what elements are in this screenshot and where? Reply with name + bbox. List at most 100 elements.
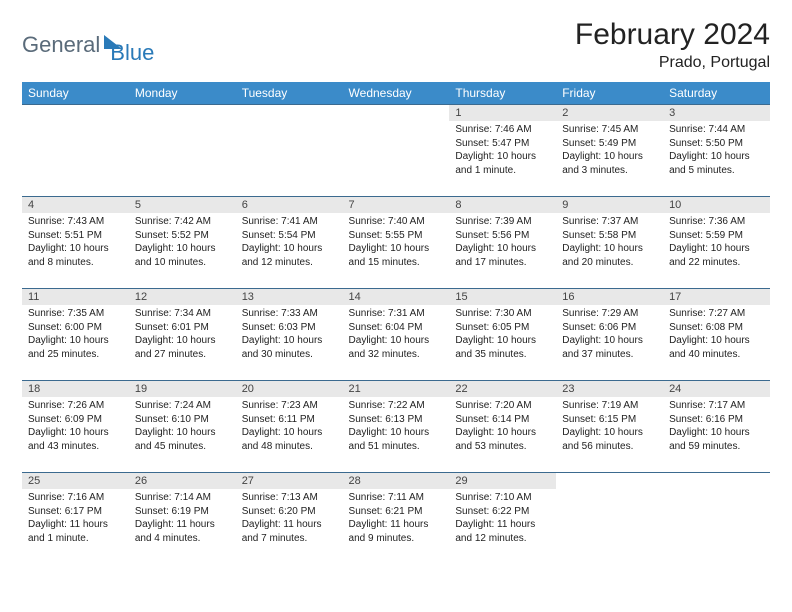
day-header: Sunday <box>22 82 129 105</box>
daylight-text: Daylight: 10 hours and 37 minutes. <box>562 334 657 361</box>
sunrise-text: Sunrise: 7:36 AM <box>669 215 764 229</box>
sunrise-text: Sunrise: 7:41 AM <box>242 215 337 229</box>
day-cell: 11Sunrise: 7:35 AMSunset: 6:00 PMDayligh… <box>22 289 129 381</box>
sunset-text: Sunset: 5:59 PM <box>669 229 764 243</box>
day-cell: 4Sunrise: 7:43 AMSunset: 5:51 PMDaylight… <box>22 197 129 289</box>
day-number: 24 <box>663 381 770 397</box>
sunset-text: Sunset: 6:04 PM <box>349 321 444 335</box>
empty-cell <box>343 105 450 197</box>
logo-text-general: General <box>22 32 100 58</box>
daylight-text: Daylight: 11 hours and 4 minutes. <box>135 518 230 545</box>
logo-text-blue: Blue <box>110 24 154 66</box>
title-block: February 2024 Prado, Portugal <box>575 18 770 72</box>
daylight-text: Daylight: 10 hours and 17 minutes. <box>455 242 550 269</box>
day-cell: 28Sunrise: 7:11 AMSunset: 6:21 PMDayligh… <box>343 473 450 565</box>
sunrise-text: Sunrise: 7:19 AM <box>562 399 657 413</box>
day-cell: 22Sunrise: 7:20 AMSunset: 6:14 PMDayligh… <box>449 381 556 473</box>
empty-cell <box>663 473 770 565</box>
day-cell: 15Sunrise: 7:30 AMSunset: 6:05 PMDayligh… <box>449 289 556 381</box>
sunrise-text: Sunrise: 7:17 AM <box>669 399 764 413</box>
day-info: Sunrise: 7:23 AMSunset: 6:11 PMDaylight:… <box>236 397 343 457</box>
calendar-row: 4Sunrise: 7:43 AMSunset: 5:51 PMDaylight… <box>22 197 770 289</box>
sunrise-text: Sunrise: 7:13 AM <box>242 491 337 505</box>
day-cell: 24Sunrise: 7:17 AMSunset: 6:16 PMDayligh… <box>663 381 770 473</box>
sunrise-text: Sunrise: 7:23 AM <box>242 399 337 413</box>
day-cell: 19Sunrise: 7:24 AMSunset: 6:10 PMDayligh… <box>129 381 236 473</box>
daylight-text: Daylight: 10 hours and 59 minutes. <box>669 426 764 453</box>
day-cell: 12Sunrise: 7:34 AMSunset: 6:01 PMDayligh… <box>129 289 236 381</box>
sunrise-text: Sunrise: 7:46 AM <box>455 123 550 137</box>
day-number: 7 <box>343 197 450 213</box>
day-number: 21 <box>343 381 450 397</box>
calendar-row: 1 Sunrise: 7:46 AMSunset: 5:47 PM Daylight… <box>22 105 770 197</box>
day-cell: 21Sunrise: 7:22 AMSunset: 6:13 PMDayligh… <box>343 381 450 473</box>
sunset-text: Sunset: 6:15 PM <box>562 413 657 427</box>
sunrise-text: Sunrise: 7:42 AM <box>135 215 230 229</box>
sunrise-text: Sunrise: 7:16 AM <box>28 491 123 505</box>
sunset-text: Sunset: 6:21 PM <box>349 505 444 519</box>
sunrise-text: Sunrise: 7:43 AM <box>28 215 123 229</box>
day-info: Sunrise: 7:30 AMSunset: 6:05 PMDaylight:… <box>449 305 556 365</box>
day-info: Sunrise: 7:39 AMSunset: 5:56 PMDaylight:… <box>449 213 556 273</box>
sunset-text: Sunset: 6:10 PM <box>135 413 230 427</box>
month-title: February 2024 <box>575 18 770 52</box>
day-number: 10 <box>663 197 770 213</box>
day-header-row: SundayMondayTuesdayWednesdayThursdayFrid… <box>22 82 770 105</box>
day-header: Thursday <box>449 82 556 105</box>
daylight-text: Daylight: 10 hours and 12 minutes. <box>242 242 337 269</box>
day-info: Sunrise: 7:19 AMSunset: 6:15 PMDaylight:… <box>556 397 663 457</box>
day-cell: 5Sunrise: 7:42 AMSunset: 5:52 PMDaylight… <box>129 197 236 289</box>
day-number: 18 <box>22 381 129 397</box>
sunset-text: Sunset: 6:14 PM <box>455 413 550 427</box>
day-cell: 17Sunrise: 7:27 AMSunset: 6:08 PMDayligh… <box>663 289 770 381</box>
day-number: 23 <box>556 381 663 397</box>
empty-cell <box>129 105 236 197</box>
day-info: Sunrise: 7:11 AMSunset: 6:21 PMDaylight:… <box>343 489 450 549</box>
sunrise-text: Sunrise: 7:37 AM <box>562 215 657 229</box>
day-cell: 9Sunrise: 7:37 AMSunset: 5:58 PMDaylight… <box>556 197 663 289</box>
day-info: Sunrise: 7:27 AMSunset: 6:08 PMDaylight:… <box>663 305 770 365</box>
daylight-text: Daylight: 10 hours and 30 minutes. <box>242 334 337 361</box>
day-info: Sunrise: 7:24 AMSunset: 6:10 PMDaylight:… <box>129 397 236 457</box>
day-cell: 6Sunrise: 7:41 AMSunset: 5:54 PMDaylight… <box>236 197 343 289</box>
day-number: 17 <box>663 289 770 305</box>
daylight-text: Daylight: 10 hours and 43 minutes. <box>28 426 123 453</box>
day-number: 13 <box>236 289 343 305</box>
daylight-text: Daylight: 11 hours and 1 minute. <box>28 518 123 545</box>
day-info: Sunrise: 7:41 AMSunset: 5:54 PMDaylight:… <box>236 213 343 273</box>
day-header: Tuesday <box>236 82 343 105</box>
day-info: Sunrise: 7:34 AMSunset: 6:01 PMDaylight:… <box>129 305 236 365</box>
daylight-text: Daylight: 10 hours and 53 minutes. <box>455 426 550 453</box>
day-number: 28 <box>343 473 450 489</box>
sunset-text: Sunset: 5:50 PM <box>669 137 764 151</box>
calendar-table: SundayMondayTuesdayWednesdayThursdayFrid… <box>22 82 770 565</box>
sunset-text: Sunset: 5:52 PM <box>135 229 230 243</box>
day-number: 8 <box>449 197 556 213</box>
empty-cell <box>236 105 343 197</box>
day-info: Sunrise: 7:40 AMSunset: 5:55 PMDaylight:… <box>343 213 450 273</box>
sunset-text: Sunset: 6:13 PM <box>349 413 444 427</box>
daylight-text: Daylight: 10 hours and 3 minutes. <box>562 150 657 177</box>
sunset-text: Sunset: 6:19 PM <box>135 505 230 519</box>
sunset-text: Sunset: 5:47 PM <box>455 137 550 151</box>
daylight-text: Daylight: 10 hours and 51 minutes. <box>349 426 444 453</box>
day-info: Sunrise: 7:31 AMSunset: 6:04 PMDaylight:… <box>343 305 450 365</box>
day-number: 16 <box>556 289 663 305</box>
day-info: Sunrise: 7:44 AMSunset: 5:50 PMDaylight:… <box>663 121 770 181</box>
sunset-text: Sunset: 6:22 PM <box>455 505 550 519</box>
day-info: Sunrise: 7:35 AMSunset: 6:00 PMDaylight:… <box>22 305 129 365</box>
sunset-text: Sunset: 6:17 PM <box>28 505 123 519</box>
day-header: Monday <box>129 82 236 105</box>
day-number: 19 <box>129 381 236 397</box>
day-info: Sunrise: 7:14 AMSunset: 6:19 PMDaylight:… <box>129 489 236 549</box>
sunset-text: Sunset: 5:58 PM <box>562 229 657 243</box>
calendar-row: 18Sunrise: 7:26 AMSunset: 6:09 PMDayligh… <box>22 381 770 473</box>
day-number: 1 <box>449 105 556 121</box>
daylight-text: Daylight: 10 hours and 5 minutes. <box>669 150 764 177</box>
day-number: 12 <box>129 289 236 305</box>
day-cell: 23Sunrise: 7:19 AMSunset: 6:15 PMDayligh… <box>556 381 663 473</box>
sunrise-text: Sunrise: 7:40 AM <box>349 215 444 229</box>
daylight-text: Daylight: 10 hours and 25 minutes. <box>28 334 123 361</box>
day-info: Sunrise: 7:17 AMSunset: 6:16 PMDaylight:… <box>663 397 770 457</box>
day-info: Sunrise: 7:13 AMSunset: 6:20 PMDaylight:… <box>236 489 343 549</box>
